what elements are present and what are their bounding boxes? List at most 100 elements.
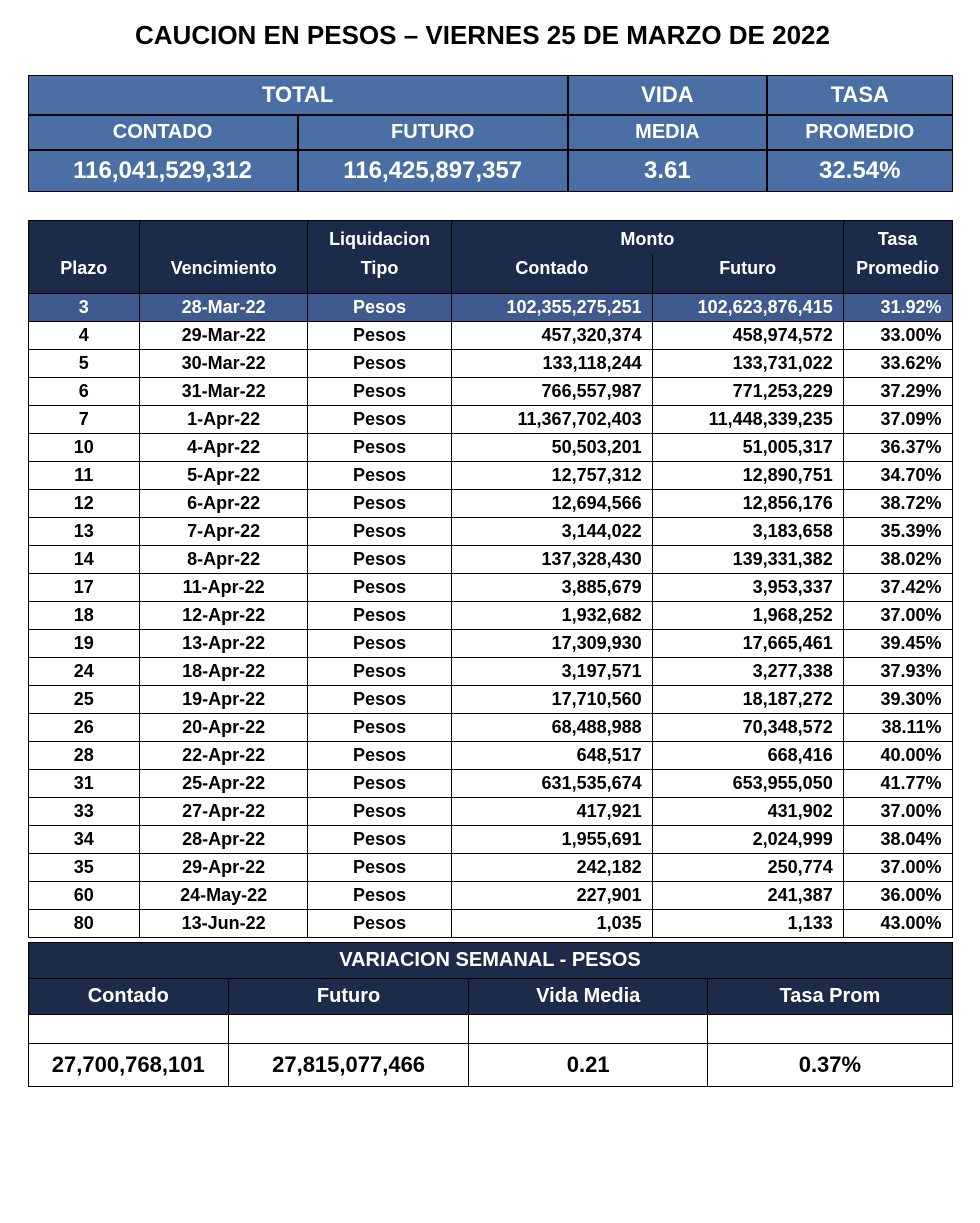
cell-tasa: 40.00% xyxy=(843,742,952,770)
detail-hdr-vencimiento: Vencimiento xyxy=(140,254,308,294)
cell-futuro: 1,968,252 xyxy=(652,602,843,630)
cell-plazo: 10 xyxy=(28,434,140,462)
cell-futuro: 139,331,382 xyxy=(652,546,843,574)
table-row[interactable]: 71-Apr-22Pesos11,367,702,40311,448,339,2… xyxy=(28,406,952,434)
cell-plazo: 35 xyxy=(28,854,140,882)
table-row[interactable]: 137-Apr-22Pesos3,144,0223,183,65835.39% xyxy=(28,518,952,546)
cell-vencimiento: 19-Apr-22 xyxy=(140,686,308,714)
cell-futuro: 17,665,461 xyxy=(652,630,843,658)
cell-contado: 137,328,430 xyxy=(452,546,653,574)
table-row[interactable]: 3327-Apr-22Pesos417,921431,90237.00% xyxy=(28,798,952,826)
detail-hdr-contado: Contado xyxy=(452,254,653,294)
table-row[interactable]: 3428-Apr-22Pesos1,955,6912,024,99938.04% xyxy=(28,826,952,854)
table-row[interactable]: 1812-Apr-22Pesos1,932,6821,968,25237.00% xyxy=(28,602,952,630)
cell-vencimiento: 27-Apr-22 xyxy=(140,798,308,826)
cell-tipo: Pesos xyxy=(308,602,452,630)
cell-contado: 102,355,275,251 xyxy=(452,294,653,322)
table-row[interactable]: 115-Apr-22Pesos12,757,31212,890,75134.70… xyxy=(28,462,952,490)
cell-vencimiento: 29-Mar-22 xyxy=(140,322,308,350)
cell-plazo: 24 xyxy=(28,658,140,686)
cell-tasa: 37.00% xyxy=(843,798,952,826)
table-row[interactable]: 1711-Apr-22Pesos3,885,6793,953,33737.42% xyxy=(28,574,952,602)
variation-hdr-futuro: Futuro xyxy=(229,979,469,1015)
cell-tasa: 38.72% xyxy=(843,490,952,518)
cell-tipo: Pesos xyxy=(308,462,452,490)
cell-plazo: 19 xyxy=(28,630,140,658)
cell-tasa: 37.42% xyxy=(843,574,952,602)
table-row[interactable]: 328-Mar-22Pesos102,355,275,251102,623,87… xyxy=(28,294,952,322)
cell-tipo: Pesos xyxy=(308,434,452,462)
cell-tasa: 35.39% xyxy=(843,518,952,546)
detail-hdr-plazo: Plazo xyxy=(28,254,140,294)
cell-contado: 133,118,244 xyxy=(452,350,653,378)
table-row[interactable]: 429-Mar-22Pesos457,320,374458,974,57233.… xyxy=(28,322,952,350)
table-row[interactable]: 6024-May-22Pesos227,901241,38736.00% xyxy=(28,882,952,910)
cell-futuro: 51,005,317 xyxy=(652,434,843,462)
table-row[interactable]: 2418-Apr-22Pesos3,197,5713,277,33837.93% xyxy=(28,658,952,686)
variation-val-contado: 27,700,768,101 xyxy=(28,1044,229,1087)
cell-plazo: 60 xyxy=(28,882,140,910)
summary-hdr-contado: CONTADO xyxy=(28,115,298,150)
cell-plazo: 4 xyxy=(28,322,140,350)
cell-futuro: 133,731,022 xyxy=(652,350,843,378)
cell-vencimiento: 24-May-22 xyxy=(140,882,308,910)
table-row[interactable]: 3125-Apr-22Pesos631,535,674653,955,05041… xyxy=(28,770,952,798)
variation-hdr-contado: Contado xyxy=(28,979,229,1015)
cell-futuro: 3,953,337 xyxy=(652,574,843,602)
cell-contado: 227,901 xyxy=(452,882,653,910)
variation-spacer xyxy=(28,1015,229,1044)
cell-contado: 3,144,022 xyxy=(452,518,653,546)
cell-tipo: Pesos xyxy=(308,798,452,826)
cell-vencimiento: 25-Apr-22 xyxy=(140,770,308,798)
table-row[interactable]: 2620-Apr-22Pesos68,488,98870,348,57238.1… xyxy=(28,714,952,742)
table-row[interactable]: 530-Mar-22Pesos133,118,244133,731,02233.… xyxy=(28,350,952,378)
cell-futuro: 458,974,572 xyxy=(652,322,843,350)
cell-plazo: 25 xyxy=(28,686,140,714)
cell-vencimiento: 8-Apr-22 xyxy=(140,546,308,574)
cell-tasa: 37.93% xyxy=(843,658,952,686)
summary-hdr-media: MEDIA xyxy=(568,115,767,150)
detail-hdr-promedio: Promedio xyxy=(843,254,952,294)
table-row[interactable]: 2822-Apr-22Pesos648,517668,41640.00% xyxy=(28,742,952,770)
cell-tipo: Pesos xyxy=(308,574,452,602)
cell-contado: 68,488,988 xyxy=(452,714,653,742)
table-row[interactable]: 126-Apr-22Pesos12,694,56612,856,17638.72… xyxy=(28,490,952,518)
cell-tasa: 41.77% xyxy=(843,770,952,798)
detail-hdr-empty2 xyxy=(140,221,308,255)
cell-plazo: 31 xyxy=(28,770,140,798)
cell-plazo: 7 xyxy=(28,406,140,434)
cell-vencimiento: 13-Apr-22 xyxy=(140,630,308,658)
cell-tasa: 37.00% xyxy=(843,602,952,630)
cell-vencimiento: 12-Apr-22 xyxy=(140,602,308,630)
cell-tasa: 34.70% xyxy=(843,462,952,490)
cell-futuro: 3,277,338 xyxy=(652,658,843,686)
table-row[interactable]: 148-Apr-22Pesos137,328,430139,331,38238.… xyxy=(28,546,952,574)
cell-vencimiento: 4-Apr-22 xyxy=(140,434,308,462)
cell-tipo: Pesos xyxy=(308,714,452,742)
cell-vencimiento: 7-Apr-22 xyxy=(140,518,308,546)
cell-contado: 766,557,987 xyxy=(452,378,653,406)
cell-tipo: Pesos xyxy=(308,826,452,854)
cell-futuro: 2,024,999 xyxy=(652,826,843,854)
cell-contado: 17,309,930 xyxy=(452,630,653,658)
cell-futuro: 11,448,339,235 xyxy=(652,406,843,434)
table-row[interactable]: 3529-Apr-22Pesos242,182250,77437.00% xyxy=(28,854,952,882)
detail-hdr-futuro: Futuro xyxy=(652,254,843,294)
cell-contado: 3,197,571 xyxy=(452,658,653,686)
cell-vencimiento: 31-Mar-22 xyxy=(140,378,308,406)
table-row[interactable]: 1913-Apr-22Pesos17,309,93017,665,46139.4… xyxy=(28,630,952,658)
table-row[interactable]: 8013-Jun-22Pesos1,0351,13343.00% xyxy=(28,910,952,938)
cell-tasa: 31.92% xyxy=(843,294,952,322)
cell-vencimiento: 20-Apr-22 xyxy=(140,714,308,742)
cell-contado: 12,757,312 xyxy=(452,462,653,490)
table-row[interactable]: 2519-Apr-22Pesos17,710,56018,187,27239.3… xyxy=(28,686,952,714)
cell-vencimiento: 28-Mar-22 xyxy=(140,294,308,322)
cell-plazo: 5 xyxy=(28,350,140,378)
table-row[interactable]: 104-Apr-22Pesos50,503,20151,005,31736.37… xyxy=(28,434,952,462)
cell-vencimiento: 22-Apr-22 xyxy=(140,742,308,770)
table-row[interactable]: 631-Mar-22Pesos766,557,987771,253,22937.… xyxy=(28,378,952,406)
cell-futuro: 12,856,176 xyxy=(652,490,843,518)
cell-contado: 457,320,374 xyxy=(452,322,653,350)
cell-tipo: Pesos xyxy=(308,546,452,574)
cell-contado: 3,885,679 xyxy=(452,574,653,602)
